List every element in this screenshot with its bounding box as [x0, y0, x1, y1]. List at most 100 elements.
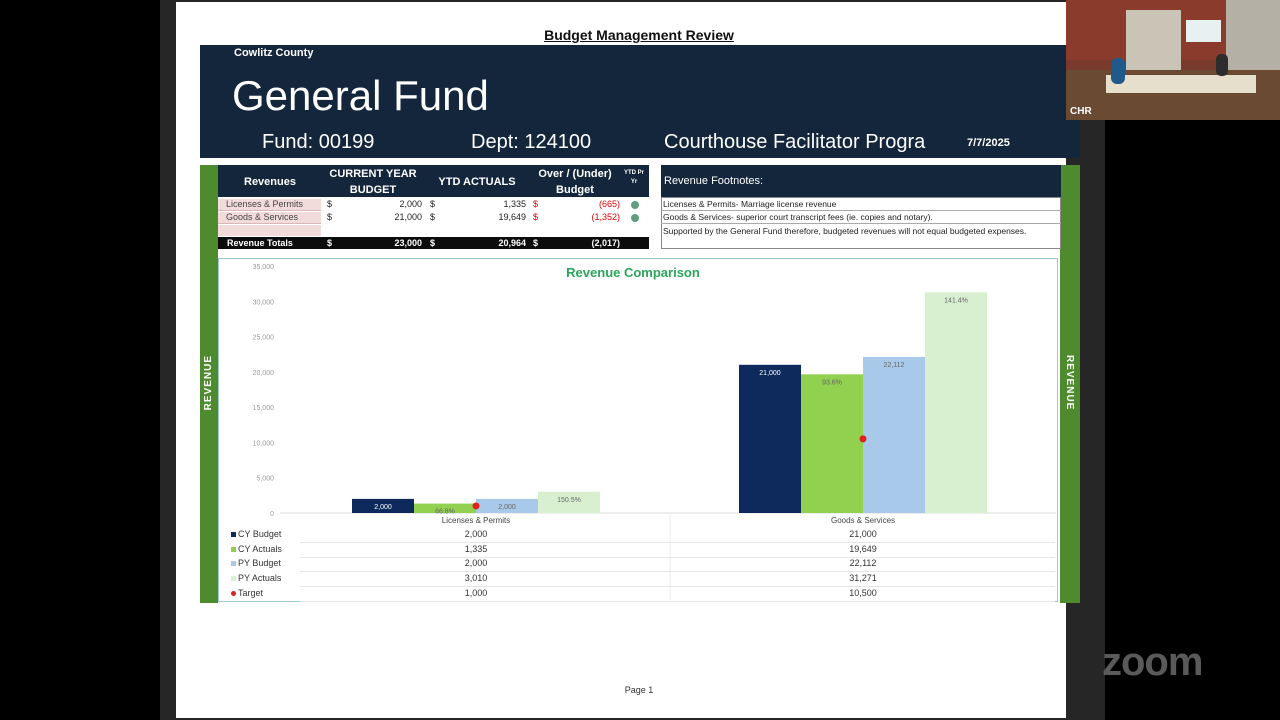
target-marker: [472, 502, 480, 510]
table-value: 22,112: [849, 558, 877, 569]
currency-sign: $: [430, 212, 436, 222]
footnote-line: Goods & Services- superior court transcr…: [661, 212, 1061, 224]
bar: [414, 503, 476, 513]
revenue-totals-row: Revenue Totals $ 23,000 $ 20,964 $ (2,01…: [218, 237, 649, 249]
y-tick-label: 5,000: [256, 476, 274, 483]
bar-data-label: 141.4%: [944, 297, 968, 304]
bar-data-label: 22,112: [884, 362, 905, 369]
row-over-under: (665): [598, 199, 620, 209]
bar: [538, 491, 600, 513]
row-budget: 2,000: [399, 199, 422, 209]
bar: [863, 356, 925, 513]
table-value: 1,000: [464, 587, 488, 598]
bar: [925, 292, 987, 513]
right-revenue-bar: REVENUE: [1060, 165, 1080, 603]
y-tick-label: 0: [270, 511, 274, 518]
bar: [739, 364, 801, 513]
currency-sign: $: [327, 238, 333, 248]
document-title: Budget Management Review: [544, 27, 734, 43]
currency-sign: $: [533, 212, 539, 222]
footnotes-title: Revenue Footnotes:: [664, 175, 764, 187]
legend-swatch: [231, 590, 236, 596]
legend-swatch: [231, 546, 236, 552]
currency-sign: $: [533, 199, 539, 209]
fund-banner: [200, 45, 1080, 158]
revenue-row: Goods & Services $ 21,000 $ 19,649 $ (1,…: [218, 212, 649, 225]
table-value: 1,335: [464, 543, 488, 554]
report-date: 7/7/2025: [967, 137, 1010, 149]
bar-data-label: 2,000: [374, 504, 392, 511]
status-dot-icon: [631, 214, 639, 222]
participant-video[interactable]: CHR: [1066, 0, 1280, 120]
table-value: 2,000: [464, 558, 488, 569]
revenue-side-label: REVENUE: [203, 355, 214, 411]
left-revenue-bar: REVENUE: [200, 165, 218, 603]
chart-title: Revenue Comparison: [566, 265, 700, 280]
revenue-row: Licenses & Permits $ 2,000 $ 1,335 $ (66…: [218, 199, 649, 212]
col-ytd-actuals: YTD ACTUALS: [438, 176, 516, 188]
row-budget: 21,000: [394, 212, 422, 222]
legend-swatch: [231, 561, 236, 567]
video-desk: [1106, 75, 1256, 93]
y-tick-label: 35,000: [253, 264, 275, 271]
currency-sign: $: [533, 238, 539, 248]
footnote-line: Licenses & Permits- Marriage license rev…: [661, 199, 1061, 211]
row-ytd: 1,335: [503, 199, 526, 209]
video-wall-right: [1226, 0, 1280, 80]
bar: [476, 498, 538, 513]
totals-ytd: 20,964: [498, 238, 526, 248]
y-tick-label: 30,000: [253, 299, 275, 306]
table-row-line: [300, 556, 1055, 558]
bar-data-label: 93.6%: [822, 379, 842, 386]
video-person: [1216, 54, 1228, 76]
bar: [352, 498, 414, 513]
currency-sign: $: [430, 238, 436, 248]
totals-budget: 23,000: [394, 238, 422, 248]
bar-data-label: 21,000: [759, 370, 781, 377]
empty-row-label: [218, 225, 321, 236]
col-over-under: Over / (Under) Budget: [538, 168, 612, 196]
video-window: [1126, 10, 1181, 70]
footnote-line: Supported by the General Fund therefore,…: [663, 226, 1027, 236]
video-person: [1111, 58, 1125, 84]
table-value: 3,010: [464, 573, 488, 584]
y-tick-label: 25,000: [253, 335, 275, 342]
revenue-side-label-right: REVENUE: [1064, 355, 1075, 411]
table-row-line: [300, 542, 1055, 543]
table-row-line: [300, 586, 1055, 588]
table-row-line: [300, 600, 1055, 602]
fund-number: Fund: 00199: [262, 131, 375, 153]
revenue-comparison-chart: 0 5,000 10,000 15,000 20,000 25,000 30,000 35,0…: [253, 264, 1056, 600]
currency-sign: $: [327, 199, 333, 209]
legend-label: PY Budget: [238, 558, 281, 569]
currency-sign: $: [327, 212, 333, 222]
table-value: 2,000: [464, 529, 488, 539]
col-ytd-pr-yr: YTD Pr Yr: [623, 170, 644, 185]
totals-label: Revenue Totals: [227, 238, 293, 248]
bar-data-label: 66.8%: [435, 509, 455, 516]
category-label: Goods & Services: [831, 516, 895, 525]
status-dot-icon: [631, 201, 639, 209]
footnotes-header: Revenue Footnotes:: [661, 165, 1061, 197]
bar-data-label: 2,000: [498, 504, 516, 511]
program-name: Courthouse Facilitator Progra: [664, 131, 926, 153]
county-name: Cowlitz County: [234, 47, 314, 59]
zoom-logo: zoom: [1102, 640, 1203, 684]
y-tick-label: 20,000: [253, 370, 275, 377]
table-row-line: [300, 571, 1055, 573]
totals-over-under: (2,017): [591, 238, 620, 248]
video-screen: [1186, 20, 1221, 42]
row-label: Licenses & Permits: [218, 199, 321, 211]
row-label: Goods & Services: [218, 212, 321, 224]
table-value: 21,000: [849, 529, 877, 539]
target-marker: [859, 435, 867, 443]
legend-label: CY Budget: [238, 529, 282, 539]
legend-label: PY Actuals: [238, 573, 282, 584]
category-label: Licenses & Permits: [442, 516, 510, 525]
y-tick-label: 10,000: [253, 440, 275, 447]
col-revenues: Revenues: [244, 176, 296, 188]
participant-tag: CHR: [1070, 106, 1092, 117]
row-ytd: 19,649: [498, 212, 526, 222]
bar: [801, 374, 863, 513]
row-over-under: (1,352): [591, 212, 620, 222]
